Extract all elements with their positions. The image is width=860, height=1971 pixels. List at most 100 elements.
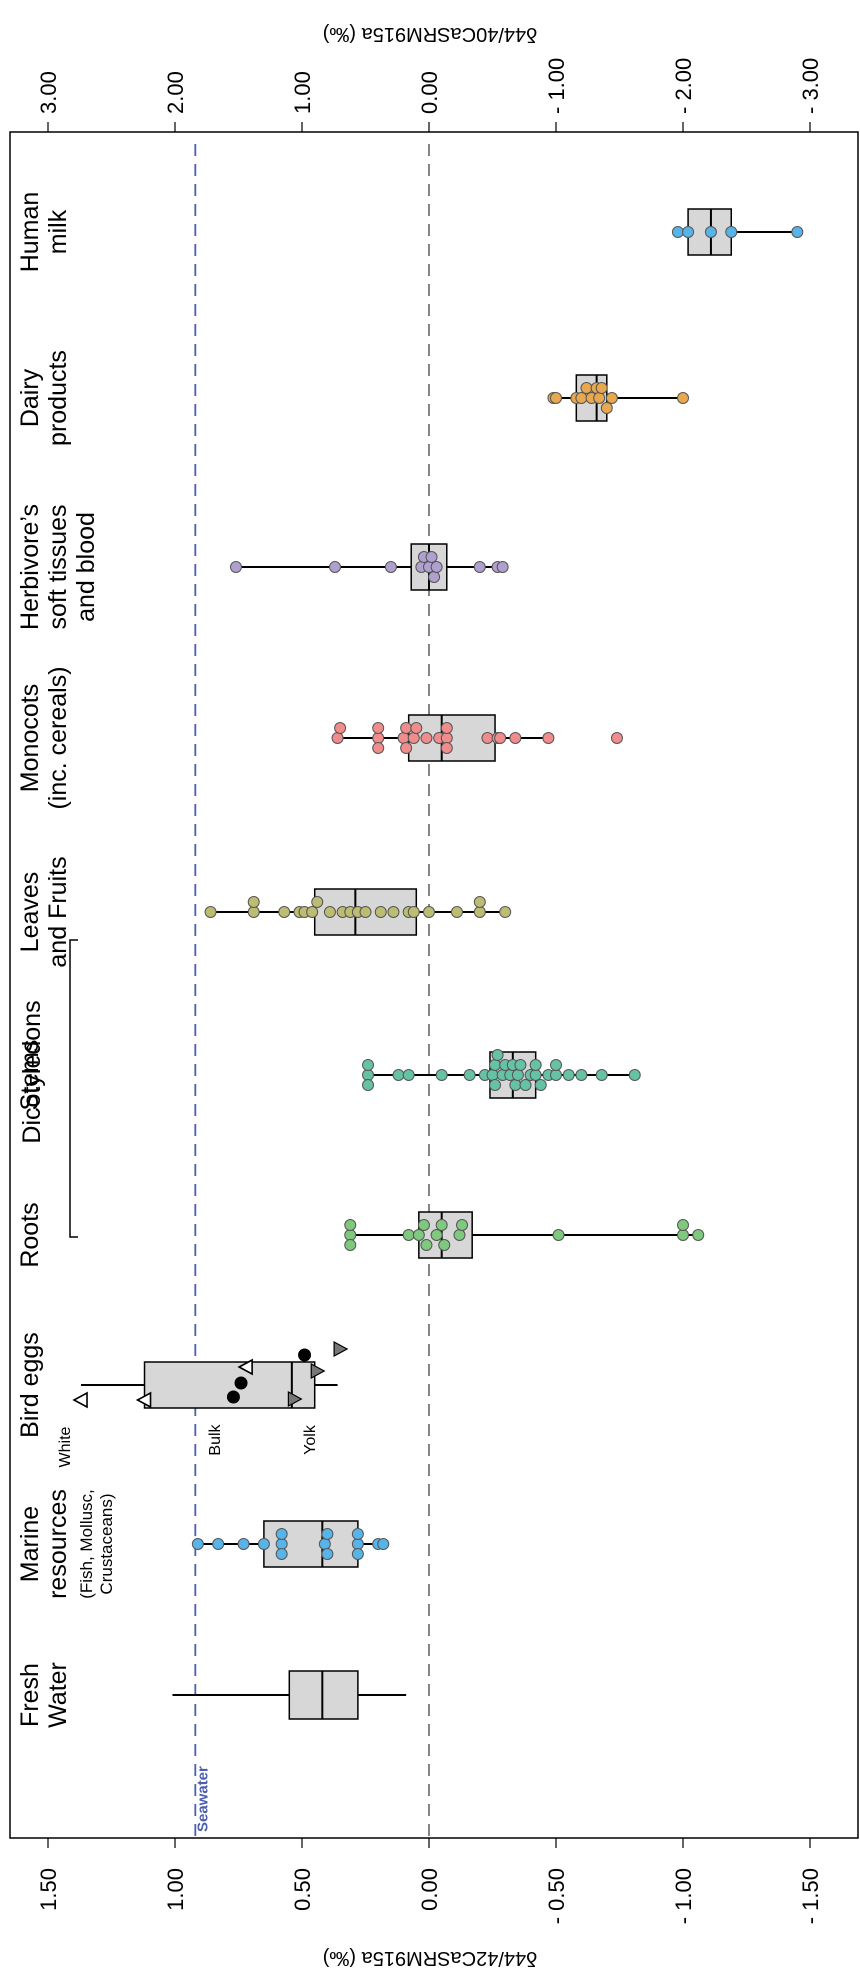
data-point	[440, 742, 453, 754]
data-point	[420, 732, 433, 744]
plot-area: 1.50 1.00 0.50 0.00 - 0.50 - 1.00 - 1.50 3.00 2.…	[9, 23, 859, 1969]
data-point	[275, 1548, 288, 1560]
data-point	[344, 1219, 357, 1231]
data-point	[550, 1069, 562, 1081]
data-point	[351, 1528, 364, 1540]
top-tick-label: - 2.00	[671, 58, 696, 114]
bird-egg-annotation: White	[57, 1426, 74, 1467]
data-point	[278, 906, 291, 918]
data-point	[362, 1079, 375, 1091]
data-point	[499, 906, 512, 918]
data-point	[552, 1229, 565, 1241]
category-label: Fresh	[16, 1663, 44, 1727]
data-point	[489, 1059, 502, 1071]
data-point	[362, 1059, 375, 1071]
data-point	[229, 561, 242, 573]
data-point	[595, 382, 608, 394]
data-point	[402, 1229, 415, 1241]
data-point	[595, 1069, 608, 1081]
data-point	[212, 1538, 225, 1550]
category-label: Dairy	[16, 368, 44, 427]
data-point	[534, 1079, 547, 1091]
data-point	[682, 226, 695, 238]
data-point	[257, 1538, 270, 1550]
data-point	[321, 1548, 334, 1560]
data-point	[575, 392, 588, 404]
data-point	[494, 732, 507, 744]
box	[288, 1670, 359, 1720]
data-point	[677, 1219, 689, 1231]
data-point	[247, 906, 260, 918]
yolk-marker	[287, 1390, 303, 1408]
category-label: (inc. cereals)	[44, 666, 72, 809]
data-point	[344, 1229, 357, 1241]
data-point	[372, 732, 385, 744]
data-point	[400, 722, 413, 734]
top-tick-label: 0.00	[417, 71, 442, 114]
data-point	[331, 732, 344, 744]
data-point	[509, 1079, 522, 1091]
category-label: Herbivore’s	[16, 504, 44, 630]
data-point	[430, 1229, 443, 1241]
bottom-tick-label: 1.00	[163, 1868, 188, 1911]
data-point	[440, 732, 453, 744]
data-point	[677, 1229, 689, 1241]
data-point	[428, 571, 441, 583]
data-point	[377, 1538, 390, 1550]
data-point	[191, 1538, 204, 1550]
data-point	[384, 561, 397, 573]
category-label: Roots	[16, 1202, 44, 1267]
top-axis-title: δ44/40CaSRM915a (‰)	[323, 23, 538, 45]
white-marker	[237, 1358, 253, 1376]
data-point	[704, 226, 717, 238]
plot-frame	[9, 131, 859, 1839]
data-point	[692, 1229, 705, 1241]
top-tick-label: - 3.00	[798, 58, 823, 114]
data-point	[321, 1528, 334, 1540]
data-point	[600, 402, 613, 414]
data-point	[204, 906, 217, 918]
data-point	[489, 1079, 502, 1091]
category-label: Leaves	[16, 872, 44, 953]
data-point	[374, 906, 387, 918]
category-label: Stems	[16, 1040, 44, 1111]
data-point	[334, 722, 347, 734]
white-marker	[72, 1391, 88, 1409]
data-point	[275, 1538, 288, 1550]
bulk-marker	[226, 1390, 240, 1404]
data-point	[400, 742, 413, 754]
data-point	[412, 1229, 425, 1241]
data-point	[514, 1059, 527, 1071]
data-point	[440, 722, 453, 734]
data-point	[362, 1069, 375, 1081]
top-tick-label: - 1.00	[544, 58, 569, 114]
data-point	[407, 906, 420, 918]
bottom-tick-label: - 1.00	[671, 1868, 696, 1924]
data-point	[628, 1069, 641, 1081]
data-point	[311, 896, 324, 908]
data-point	[562, 1069, 575, 1081]
data-point	[423, 906, 435, 918]
data-point	[529, 1059, 542, 1071]
data-point	[275, 1528, 288, 1540]
data-point	[671, 226, 684, 238]
data-point	[344, 1239, 357, 1251]
yolk-marker	[310, 1362, 326, 1380]
data-point	[725, 226, 738, 238]
dicotyledons-label: Dicotyledons	[18, 1000, 46, 1143]
data-point	[351, 1538, 364, 1550]
data-point	[410, 722, 423, 734]
data-point	[402, 1069, 415, 1081]
data-point	[438, 1239, 451, 1251]
category-label: products	[44, 350, 72, 446]
data-point	[351, 1548, 364, 1560]
data-point	[542, 732, 555, 744]
data-point	[397, 732, 410, 744]
category-label: Water	[44, 1662, 72, 1728]
category-label: milk	[44, 209, 72, 254]
category-label: and Fruits	[44, 856, 72, 967]
data-point	[575, 1069, 588, 1081]
data-point	[593, 392, 606, 404]
bird-egg-annotation: Bulk	[207, 1423, 224, 1455]
